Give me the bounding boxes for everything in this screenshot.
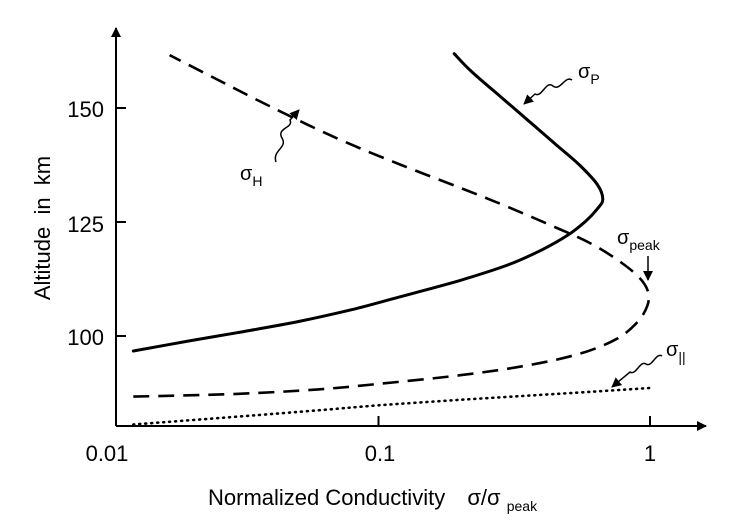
x-axis-title-subscript: peak	[507, 498, 538, 514]
x-tick-label-2: 1	[644, 441, 656, 466]
label-sigma-h: σH	[240, 163, 262, 189]
annotation-sigma-parallel: σ||	[611, 339, 686, 388]
tick-marks	[115, 107, 651, 426]
series-layer	[131, 52, 652, 426]
annotation-sigma-p: σP	[523, 61, 600, 105]
annotation-sigma-peak: σpeak	[617, 227, 661, 281]
label-sigma-peak: σpeak	[617, 227, 661, 253]
x-axis-title-symbol: σ/σ	[467, 485, 501, 510]
plot-area: 0.01 0.1 1 100 125 150 Altitude in km No…	[30, 27, 707, 514]
y-tick-label-100: 100	[67, 325, 104, 350]
series-sigma-p-line	[131, 52, 605, 353]
y-tick-labels: 100 125 150	[67, 97, 104, 350]
y-tick-label-125: 125	[67, 212, 104, 237]
x-tick-label-1: 0.1	[365, 441, 396, 466]
y-axis-title: Altitude in km	[30, 156, 55, 300]
leader-sigma-p	[523, 78, 573, 105]
y-tick-label-150: 150	[67, 97, 104, 122]
annotation-sigma-h: σH	[240, 109, 300, 189]
x-axis-title: Normalized Conductivity σ/σ peak	[208, 485, 538, 514]
x-tick-label-0: 0.01	[86, 441, 129, 466]
x-axis-title-text: Normalized Conductivity	[208, 485, 445, 510]
leader-sigma-h	[274, 109, 300, 163]
x-tick-labels: 0.01 0.1 1	[86, 441, 657, 466]
series-sigma-parallel-line	[132, 386, 652, 426]
series-sigma-h-line	[133, 53, 651, 398]
leader-sigma-parallel	[611, 354, 663, 388]
label-sigma-p: σP	[578, 61, 600, 87]
label-sigma-parallel: σ||	[666, 339, 686, 365]
annotations: σP σH σpeak σ||	[240, 61, 686, 388]
